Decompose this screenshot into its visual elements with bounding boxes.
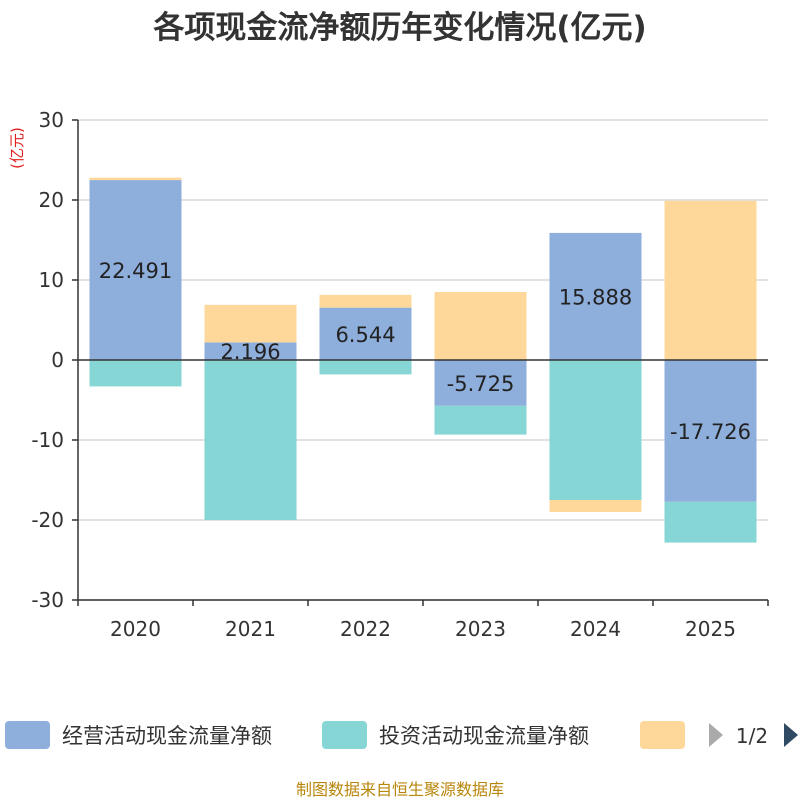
bar-2020-series-2[interactable] (89, 177, 182, 181)
tick-labels: 30 20 10 0 -10 -20 -30 2020 2021 2022 2023 2024 2025 (31, 108, 769, 641)
y-tick-label: -10 (31, 428, 64, 452)
bar-2021-series-2[interactable] (204, 304, 297, 343)
value-label-2024: 15.888 (559, 285, 632, 309)
y-tick-label: 0 (51, 348, 64, 372)
bar-2020-series-1[interactable] (89, 360, 182, 387)
bar-2025-series-2[interactable] (664, 200, 757, 360)
bar-2022-series-0[interactable] (319, 307, 412, 360)
value-labels: 22.491 2.196 6.544 -5.725 15.888 -17.726 (99, 259, 751, 444)
bar-2024-series-1[interactable] (549, 360, 642, 500)
y-tick-label: -30 (31, 588, 64, 612)
value-label-2021: 2.196 (220, 340, 280, 364)
bars (89, 177, 757, 543)
y-tick-label: -20 (31, 508, 64, 532)
x-tick-label: 2023 (455, 617, 506, 641)
bar-2024-series-2[interactable] (549, 500, 642, 512)
bar-2022-series-2[interactable] (319, 294, 412, 308)
bar-2023-series-1[interactable] (434, 405, 527, 435)
legend-next-page-icon[interactable] (784, 723, 798, 747)
y-axis-unit: (亿元) (8, 127, 26, 169)
value-label-2023: -5.725 (447, 372, 515, 396)
legend-label-investing[interactable]: 投资活动现金流量净额 (379, 724, 589, 748)
legend-swatch-financing[interactable] (640, 721, 685, 749)
chart-title: 各项现金流净额历年变化情况(亿元) (152, 10, 646, 46)
value-label-2025: -17.726 (670, 420, 751, 444)
x-tick-label: 2020 (110, 617, 161, 641)
x-tick-label: 2022 (340, 617, 391, 641)
bar-2025-series-0[interactable] (664, 360, 757, 502)
y-tick-label: 20 (39, 188, 64, 212)
x-tick-label: 2025 (685, 617, 736, 641)
legend-page-indicator: 1/2 (736, 724, 768, 748)
bar-2021-series-1[interactable] (204, 360, 297, 520)
x-tick-label: 2024 (570, 617, 621, 641)
bar-2021-series-0[interactable] (204, 342, 297, 360)
value-label-2020: 22.491 (99, 259, 172, 283)
x-tick-label: 2021 (225, 617, 276, 641)
value-label-2022: 6.544 (335, 323, 395, 347)
bar-2023-series-2[interactable] (434, 292, 527, 360)
data-source-note: 制图数据来自恒生聚源数据库 (296, 780, 504, 799)
legend-swatch-operating[interactable] (5, 721, 50, 749)
legend-swatch-investing[interactable] (322, 721, 367, 749)
legend: 经营活动现金流量净额 投资活动现金流量净额 1/2 (5, 721, 798, 749)
bar-2020-series-0[interactable] (89, 180, 182, 360)
legend-label-operating[interactable]: 经营活动现金流量净额 (62, 724, 272, 748)
y-tick-label: 30 (39, 108, 64, 132)
bar-2022-series-1[interactable] (319, 360, 412, 375)
bar-2023-series-0[interactable] (434, 360, 527, 406)
y-tick-label: 10 (39, 268, 64, 292)
bar-2025-series-1[interactable] (664, 501, 757, 543)
legend-prev-page-icon[interactable] (709, 723, 723, 747)
bar-2024-series-0[interactable] (549, 232, 642, 360)
